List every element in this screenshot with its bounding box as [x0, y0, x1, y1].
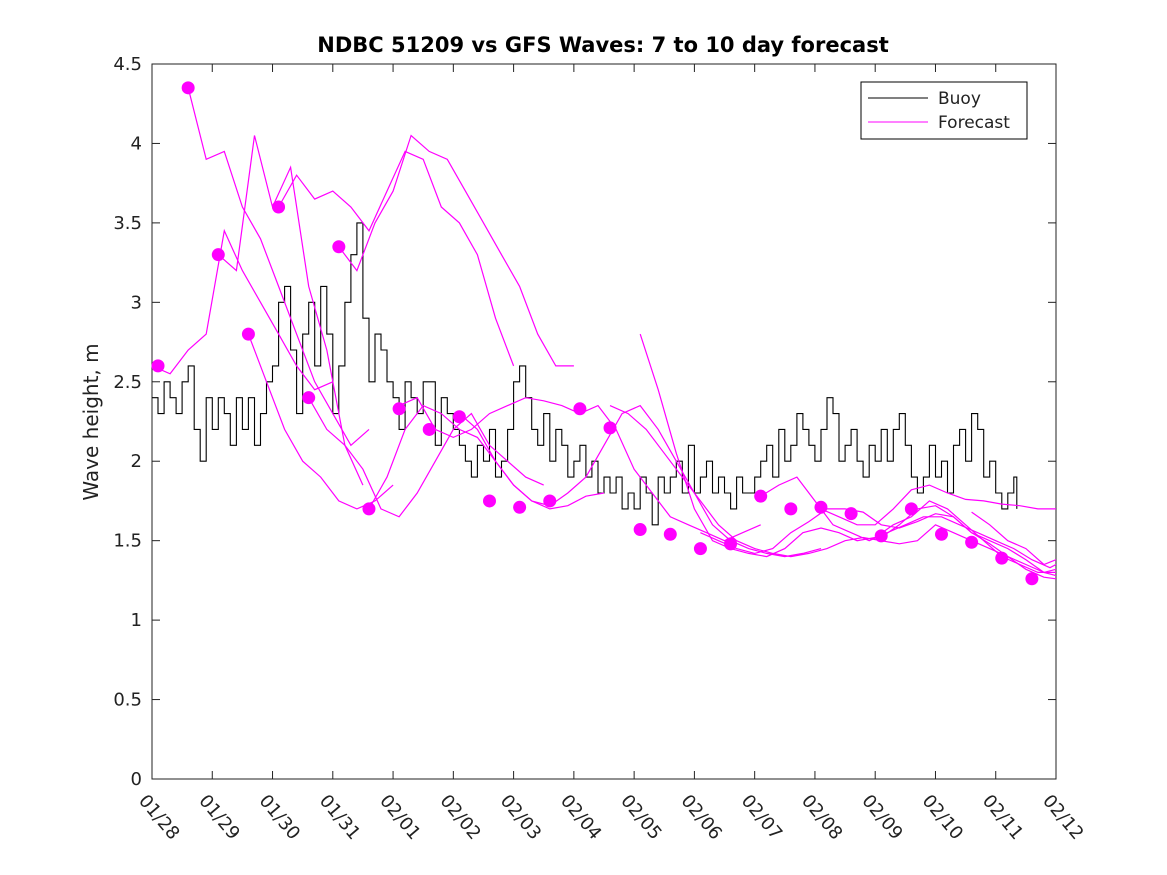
forecast-marker [1025, 572, 1039, 586]
forecast-marker [392, 402, 406, 416]
forecast-marker [332, 240, 346, 254]
forecast-marker [181, 81, 195, 95]
y-tick-label: 1.5 [113, 531, 142, 552]
y-tick-label: 3 [131, 292, 142, 313]
legend-forecast-label: Forecast [938, 113, 1010, 133]
forecast-marker [814, 500, 828, 514]
forecast-marker [965, 535, 979, 549]
y-tick-label: 4 [131, 133, 142, 154]
forecast-marker [422, 422, 436, 436]
forecast-marker [241, 327, 255, 341]
forecast-marker [573, 402, 587, 416]
forecast-marker [934, 527, 948, 541]
forecast-marker [211, 248, 225, 262]
legend-buoy-label: Buoy [938, 89, 981, 109]
forecast-marker [754, 489, 768, 503]
y-axis-label: Wave height, m [79, 343, 103, 500]
forecast-series-line-2 [187, 87, 370, 447]
y-tick-label: 2 [131, 451, 142, 472]
forecast-marker [362, 502, 376, 516]
y-tick-label: 0.5 [113, 690, 142, 711]
forecast-marker [452, 410, 466, 424]
forecast-marker [543, 494, 557, 508]
y-tick-label: 3.5 [113, 213, 142, 234]
forecast-marker [663, 527, 677, 541]
legend: Buoy Forecast [860, 81, 1028, 140]
chart-title: NDBC 51209 vs GFS Waves: 7 to 10 day for… [317, 33, 888, 57]
forecast-series-line-12 [639, 333, 1056, 574]
forecast-series-line-8 [368, 404, 605, 510]
forecast-series-line-15 [820, 484, 1056, 526]
y-tick-label: 1 [131, 610, 142, 631]
forecast-marker [844, 507, 858, 521]
forecast-marker [874, 529, 888, 543]
forecast-marker [482, 494, 496, 508]
axes-box [151, 63, 1057, 780]
forecast-series-line-5 [278, 150, 515, 367]
forecast-marker [272, 200, 286, 214]
forecast-marker [724, 537, 738, 551]
y-tick-label: 0 [131, 769, 142, 790]
y-tick-label: 2.5 [113, 372, 142, 393]
forecast-series-line-7 [338, 134, 574, 367]
legend-box [860, 81, 1028, 140]
forecast-series-line-1 [151, 228, 334, 391]
forecast-marker [513, 500, 527, 514]
forecast-marker [302, 391, 316, 405]
y-tick-label: 4.5 [113, 54, 142, 75]
forecast-marker [633, 523, 647, 537]
forecast-series-line-14 [760, 476, 1057, 569]
forecast-series-line-6 [308, 397, 544, 518]
forecast-marker [151, 359, 165, 373]
forecast-series-line-3 [217, 135, 364, 486]
forecast-marker [995, 551, 1009, 565]
forecast-marker [693, 542, 707, 556]
forecast-series-line-17 [971, 511, 1057, 566]
forecast-marker [603, 421, 617, 435]
forecast-marker [904, 502, 918, 516]
forecast-marker [784, 502, 798, 516]
